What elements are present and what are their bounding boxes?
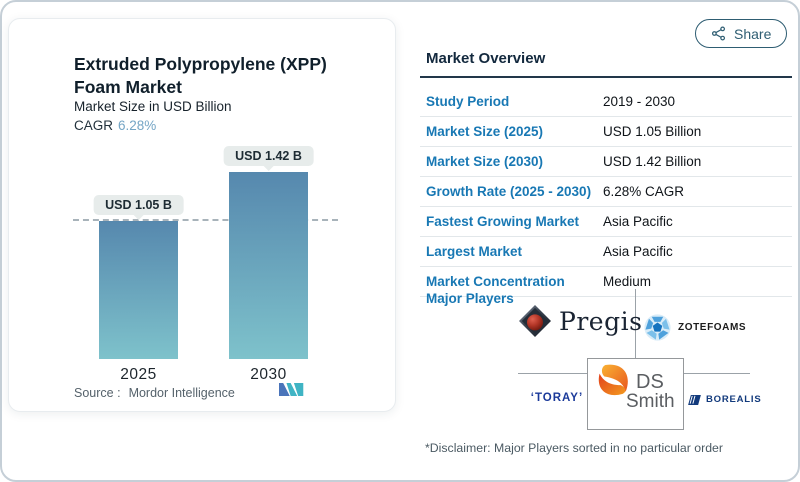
player-logo-zotefoams: ZOTEFOAMS	[644, 314, 746, 341]
row-value: USD 1.05 Billion	[603, 124, 702, 139]
mordor-intelligence-logo-icon	[279, 382, 307, 402]
chart-card: Extruded Polypropylene (XPP) Foam Market…	[8, 18, 396, 412]
major-players-label: Major Players	[426, 291, 514, 306]
cagr-label: CAGR	[74, 118, 114, 133]
row-label: Largest Market	[426, 244, 523, 259]
row-value: Asia Pacific	[603, 244, 673, 259]
borealis-flag-icon	[688, 394, 701, 405]
row-label: Fastest Growing Market	[426, 214, 580, 229]
bar-2025: USD 1.05 B	[93, 195, 184, 359]
zotefoams-wordmark: ZOTEFOAMS	[678, 322, 747, 333]
ds-smith-wordmark-smith: Smith	[626, 391, 675, 412]
table-row-growth-rate: Growth Rate (2025 - 2030) 6.28% CAGR	[420, 177, 792, 207]
row-value: Asia Pacific	[603, 214, 673, 229]
table-row-market-concentration: Market Concentration Medium	[420, 267, 792, 297]
disclaimer-text: *Disclaimer: Major Players sorted in no …	[425, 441, 723, 455]
players-connector-left	[518, 373, 587, 374]
bar-2025-value-pill: USD 1.05 B	[93, 195, 184, 220]
table-row-largest-market: Largest Market Asia Pacific	[420, 237, 792, 267]
share-button-label: Share	[734, 25, 772, 42]
player-logo-pregis: Pregis	[519, 305, 642, 337]
chart-cagr: CAGR 6.28%	[74, 118, 156, 133]
row-label: Market Size (2025)	[426, 124, 544, 139]
source-attribution: Source : Mordor Intelligence	[74, 386, 235, 400]
player-logo-ds-smith: DS Smith	[587, 358, 684, 430]
player-logo-toray: ‘TORAY’	[530, 392, 584, 404]
bar-2030-value-pill: USD 1.42 B	[223, 146, 314, 171]
ds-smith-flame-icon	[594, 364, 634, 421]
borealis-wordmark: BOREALIS	[706, 394, 762, 405]
players-vertical-divider	[635, 289, 636, 358]
chart-subtitle: Market Size in USD Billion	[74, 99, 232, 114]
bar-2030: USD 1.42 B	[223, 146, 314, 359]
table-row-study-period: Study Period 2019 - 2030	[420, 87, 792, 117]
ds-smith-wordmark-ds: DS	[636, 371, 664, 393]
row-value: 6.28% CAGR	[603, 184, 685, 199]
x-axis-label-2025: 2025	[120, 366, 157, 383]
overview-table: Study Period 2019 - 2030 Market Size (20…	[420, 87, 792, 297]
row-label: Market Concentration	[426, 274, 565, 289]
table-row-fastest-growing-market: Fastest Growing Market Asia Pacific	[420, 207, 792, 237]
row-label: Growth Rate (2025 - 2030)	[426, 184, 592, 199]
cagr-value: 6.28%	[118, 118, 157, 133]
overview-title: Market Overview	[426, 50, 546, 67]
players-connector-right	[682, 373, 750, 374]
row-label: Market Size (2030)	[426, 154, 544, 169]
chart-title: Extruded Polypropylene (XPP) Foam Market	[74, 54, 327, 98]
x-axis-label-2030: 2030	[250, 366, 287, 383]
row-value: Medium	[603, 274, 652, 289]
major-players-section: Major Players	[420, 283, 792, 439]
row-value: 2019 - 2030	[603, 94, 676, 109]
table-row-market-size-2025: Market Size (2025) USD 1.05 Billion	[420, 117, 792, 147]
market-overview-panel: Market Overview Study Period 2019 - 2030…	[420, 44, 792, 297]
share-icon	[711, 26, 726, 41]
player-logo-borealis: BOREALIS	[688, 394, 762, 405]
source-value: Mordor Intelligence	[128, 386, 235, 400]
overview-title-rule	[420, 76, 792, 78]
row-label: Study Period	[426, 94, 510, 109]
reference-line	[73, 219, 338, 221]
share-button[interactable]: Share	[695, 19, 788, 48]
source-label: Source :	[74, 386, 121, 400]
table-row-market-size-2030: Market Size (2030) USD 1.42 Billion	[420, 147, 792, 177]
row-value: USD 1.42 Billion	[603, 154, 702, 169]
pregis-diamond-icon	[519, 305, 551, 337]
zotefoams-ball-icon	[644, 314, 671, 341]
pregis-wordmark: Pregis	[559, 306, 643, 336]
